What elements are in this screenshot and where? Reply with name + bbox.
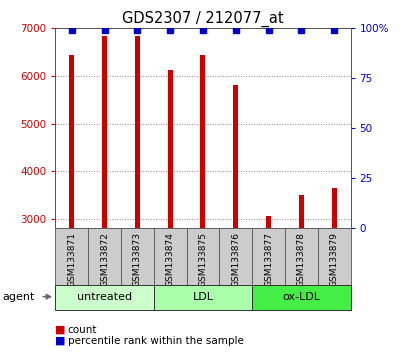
Bar [200, 56, 205, 228]
Text: GSM133876: GSM133876 [231, 232, 240, 287]
Text: agent: agent [2, 292, 34, 302]
Bar [69, 56, 74, 228]
Bar [284, 228, 317, 285]
Text: GSM133879: GSM133879 [329, 232, 338, 287]
Text: GSM133877: GSM133877 [263, 232, 272, 287]
Bar [331, 188, 336, 228]
Bar [233, 85, 238, 228]
Text: GSM133872: GSM133872 [100, 232, 109, 287]
Text: ■: ■ [55, 325, 66, 335]
Text: untreated: untreated [77, 292, 132, 302]
Text: GSM133878: GSM133878 [296, 232, 305, 287]
Bar [252, 285, 350, 310]
Bar [135, 36, 139, 228]
Title: GDS2307 / 212077_at: GDS2307 / 212077_at [122, 11, 283, 27]
Bar [153, 285, 252, 310]
Bar [317, 228, 350, 285]
Bar [153, 228, 186, 285]
Bar [219, 228, 252, 285]
Text: GSM133871: GSM133871 [67, 232, 76, 287]
Bar [252, 228, 284, 285]
Text: ■: ■ [55, 336, 66, 346]
Bar [121, 228, 153, 285]
Bar [102, 36, 107, 228]
Bar [265, 216, 270, 228]
Text: ox-LDL: ox-LDL [282, 292, 319, 302]
Text: GSM133874: GSM133874 [165, 232, 174, 287]
Text: percentile rank within the sample: percentile rank within the sample [67, 336, 243, 346]
Bar [167, 70, 172, 228]
Bar [298, 195, 303, 228]
Text: count: count [67, 325, 97, 335]
Text: GSM133875: GSM133875 [198, 232, 207, 287]
Bar [55, 285, 153, 310]
Text: LDL: LDL [192, 292, 213, 302]
Bar [55, 228, 88, 285]
Bar [186, 228, 219, 285]
Bar [88, 228, 121, 285]
Text: GSM133873: GSM133873 [133, 232, 142, 287]
